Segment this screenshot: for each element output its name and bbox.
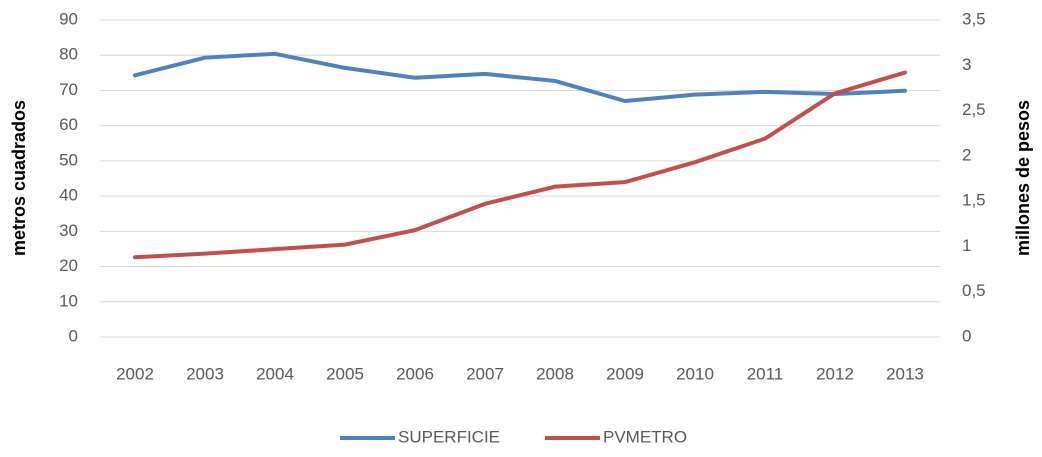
y-tick-label: 0	[69, 326, 78, 345]
y2-tick-label: 3,5	[962, 9, 986, 28]
y2-tick-label: 1,5	[962, 191, 986, 210]
y2-tick-label: 3	[962, 55, 971, 74]
y2-tick-label: 0,5	[962, 281, 986, 300]
y-tick-label: 20	[59, 256, 78, 275]
series-line	[133, 70, 907, 260]
y-axis-title: metros cuadrados	[9, 100, 29, 256]
y-tick-label: 30	[59, 221, 78, 240]
x-tick-label: 2007	[466, 364, 504, 383]
y-tick-label: 40	[59, 186, 78, 205]
legend-label: SUPERFICIE	[398, 427, 500, 446]
x-tick-label: 2002	[116, 364, 154, 383]
x-tick-label: 2012	[816, 364, 854, 383]
y2-tick-label: 2	[962, 145, 971, 164]
y2-tick-label: 1	[962, 236, 971, 255]
y2-tick-label: 2,5	[962, 100, 986, 119]
y2-axis-title: millones de pesos	[1013, 100, 1033, 256]
y2-tick-label: 0	[962, 326, 971, 345]
x-tick-label: 2009	[606, 364, 644, 383]
x-tick-label: 2013	[886, 364, 924, 383]
x-tick-label: 2006	[396, 364, 434, 383]
x-tick-label: 2005	[326, 364, 364, 383]
x-tick-label: 2011	[747, 364, 784, 383]
y-tick-label: 70	[59, 80, 78, 99]
legend-label: PVMETRO	[603, 427, 687, 446]
y-tick-label: 50	[59, 150, 78, 169]
y-tick-label: 10	[59, 291, 78, 310]
y-tick-label: 90	[59, 9, 78, 28]
series-line	[133, 51, 907, 104]
x-tick-label: 2003	[186, 364, 224, 383]
x-tick-label: 2008	[536, 364, 574, 383]
x-tick-label: 2004	[256, 364, 294, 383]
y-tick-label: 80	[59, 45, 78, 64]
x-tick-label: 2010	[676, 364, 714, 383]
y-tick-label: 60	[59, 115, 78, 134]
